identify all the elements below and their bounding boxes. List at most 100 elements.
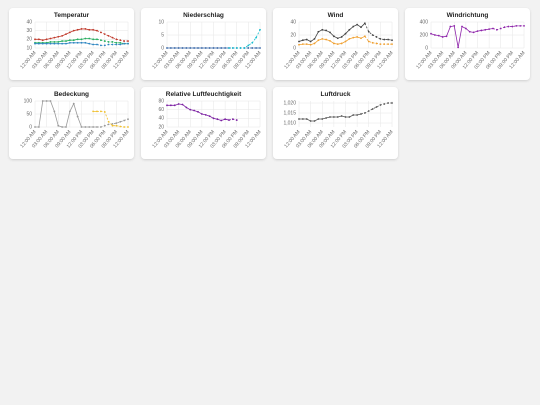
data-point <box>301 43 304 45</box>
y-tick-label: 50 <box>26 111 32 117</box>
y-tick-label: 20 <box>158 124 164 130</box>
data-point <box>379 38 382 40</box>
chart-title: Luftdruck <box>321 91 351 98</box>
data-point <box>53 110 56 113</box>
data-point <box>37 42 40 45</box>
data-point <box>57 41 60 43</box>
data-point <box>111 43 114 46</box>
data-point <box>363 35 366 38</box>
data-point <box>185 47 188 49</box>
chart-title: Wind <box>328 12 344 19</box>
data-point <box>228 47 230 49</box>
data-point <box>363 112 366 114</box>
data-point <box>103 40 106 42</box>
data-point <box>212 47 215 49</box>
y-tick-label: 1,020 <box>283 100 296 106</box>
data-point <box>65 42 67 45</box>
chart-title: Relative Luftfeuchtigkeit <box>166 91 242 98</box>
data-point <box>329 116 331 118</box>
data-point <box>235 119 238 121</box>
data-point <box>317 30 320 33</box>
data-point <box>45 42 48 45</box>
data-point <box>177 103 180 105</box>
data-point <box>344 32 347 35</box>
data-point <box>371 41 374 44</box>
data-point <box>476 30 479 32</box>
y-tick-label: 100 <box>24 98 33 104</box>
y-tick-label: 0 <box>161 45 164 51</box>
data-point <box>313 42 316 45</box>
chart-title: Bedeckung <box>54 91 89 98</box>
data-point <box>119 43 122 46</box>
data-point <box>65 33 67 36</box>
data-point <box>352 114 355 116</box>
data-point <box>45 100 48 102</box>
data-point <box>231 118 234 121</box>
data-point <box>72 102 75 105</box>
data-point <box>235 47 238 49</box>
data-point <box>53 41 56 43</box>
data-point <box>193 109 196 112</box>
y-tick-label: 40 <box>26 19 32 25</box>
data-point <box>37 38 40 41</box>
data-point <box>200 113 203 115</box>
data-point <box>61 40 64 42</box>
data-point <box>317 39 320 42</box>
data-point <box>387 102 390 104</box>
data-point <box>80 126 83 128</box>
data-point <box>84 28 87 30</box>
data-point <box>367 110 370 112</box>
data-point <box>325 117 328 119</box>
data-point <box>461 25 463 28</box>
data-point <box>127 42 129 45</box>
data-point <box>441 36 444 38</box>
data-point <box>239 47 242 49</box>
data-point <box>371 108 374 110</box>
data-point <box>259 47 261 49</box>
data-point <box>367 40 370 43</box>
data-point <box>231 47 234 49</box>
chart-title: Windrichtung <box>447 12 489 19</box>
data-point <box>391 43 393 45</box>
data-point <box>76 28 79 31</box>
data-point <box>259 28 261 31</box>
y-tick-label: 5 <box>161 32 164 38</box>
data-point <box>96 110 98 113</box>
data-point <box>208 47 211 49</box>
data-point <box>356 23 359 26</box>
data-point <box>200 47 203 49</box>
data-point <box>251 47 254 49</box>
data-point <box>99 44 102 47</box>
data-point <box>68 39 71 42</box>
y-tick-label: 20 <box>26 37 32 43</box>
data-point <box>204 47 207 49</box>
y-tick-label: 10 <box>158 19 164 25</box>
data-point <box>329 31 331 34</box>
data-point <box>360 37 362 40</box>
data-point <box>92 43 95 46</box>
data-point <box>356 36 359 38</box>
data-point <box>321 38 324 40</box>
data-point <box>107 123 110 126</box>
data-point <box>166 104 168 107</box>
data-point <box>107 41 110 43</box>
data-point <box>115 41 118 44</box>
data-point <box>208 115 211 118</box>
data-point <box>336 37 339 40</box>
data-point <box>119 39 122 42</box>
data-point <box>96 43 98 46</box>
data-point <box>68 110 71 113</box>
data-point <box>96 29 98 32</box>
data-point <box>332 116 335 118</box>
data-point <box>360 113 362 115</box>
data-point <box>332 35 335 38</box>
data-point <box>387 43 390 45</box>
data-point <box>216 118 219 121</box>
data-point <box>515 25 518 27</box>
data-point <box>88 42 91 45</box>
data-point <box>88 126 91 128</box>
data-point <box>375 36 378 38</box>
data-point <box>255 47 258 49</box>
data-point <box>80 41 83 44</box>
